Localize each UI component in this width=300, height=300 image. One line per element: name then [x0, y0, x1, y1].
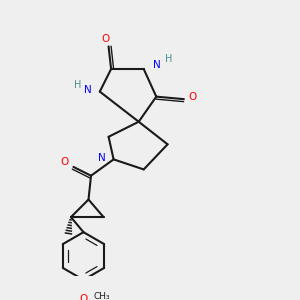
Text: CH₃: CH₃ — [94, 292, 111, 300]
Text: O: O — [188, 92, 197, 102]
Text: H: H — [165, 54, 172, 64]
Text: O: O — [101, 34, 110, 44]
Text: O: O — [80, 294, 88, 300]
Text: N: N — [153, 60, 161, 70]
Text: N: N — [98, 153, 105, 163]
Text: N: N — [84, 85, 92, 95]
Text: O: O — [61, 158, 69, 167]
Text: H: H — [74, 80, 81, 90]
